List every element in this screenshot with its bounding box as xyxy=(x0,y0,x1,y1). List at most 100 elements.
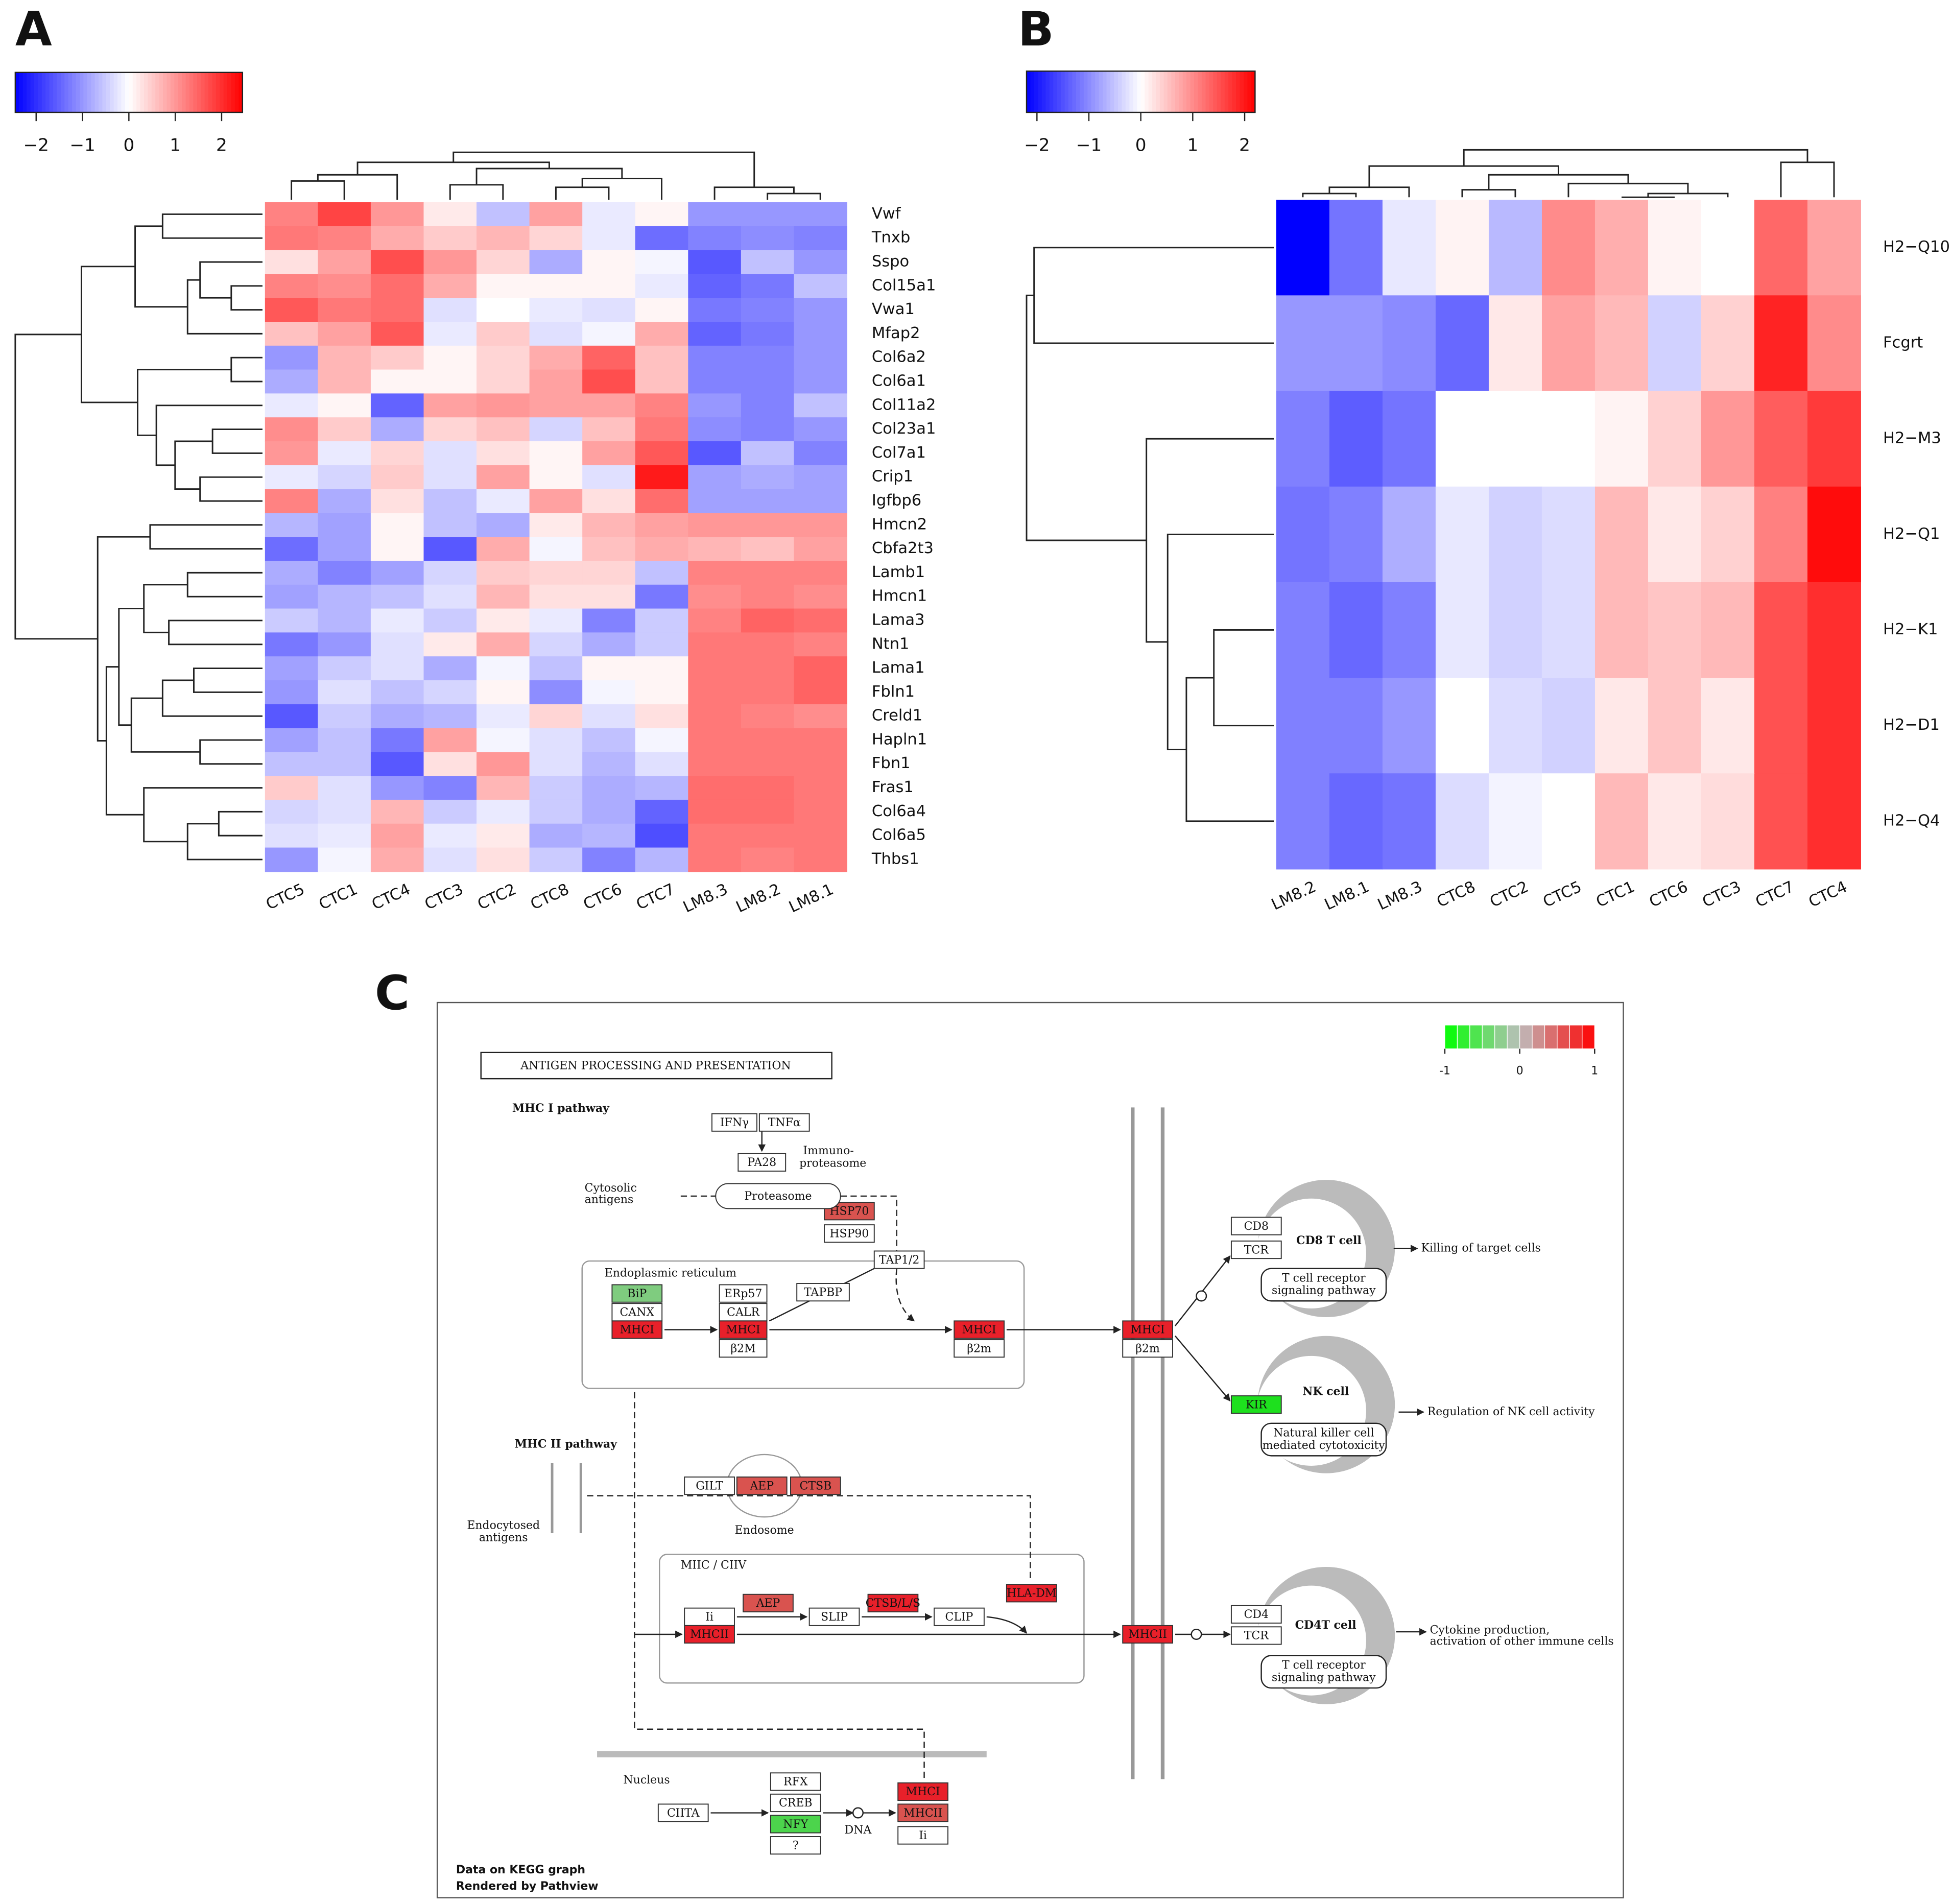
heatmap-cell xyxy=(423,465,478,490)
heatmap-cell xyxy=(423,704,478,729)
heatmap-cell xyxy=(688,632,742,657)
colorbar-step xyxy=(22,72,27,113)
colorbar-step xyxy=(1167,71,1172,113)
heatmap-cell xyxy=(318,250,371,275)
colorbar-step xyxy=(102,72,107,113)
heatmap-cell xyxy=(477,250,530,275)
heatmap-cell xyxy=(794,226,847,251)
heatmap-cell xyxy=(741,489,795,514)
heatmap-cell xyxy=(529,584,583,609)
gene-label: CREB xyxy=(779,1797,813,1810)
colorbar-step xyxy=(163,72,168,113)
heatmap-panel: A Vwf Tnxb Sspo Col15a1 Vwa1 Mfap2 Col6a2 Col6a1… xyxy=(14,2,936,917)
column-label: CTC1 xyxy=(1593,878,1637,911)
gene-node xyxy=(897,1782,948,1801)
heatmap-cell xyxy=(635,537,689,561)
edges xyxy=(587,1131,1427,1819)
dendrogram-branch xyxy=(143,787,263,843)
colorbar-step xyxy=(1045,71,1050,113)
pathway-label: Endoplasmic reticulum xyxy=(605,1267,736,1279)
pathway-label: signaling pathway xyxy=(1272,1284,1376,1297)
gene-node xyxy=(611,1303,663,1322)
colorbar-step xyxy=(1205,71,1210,113)
gene-label: CD8 xyxy=(1244,1220,1269,1233)
column-label: LM8.1 xyxy=(786,880,836,917)
heatmap-cell xyxy=(529,250,583,275)
dendrogram-branch xyxy=(1185,677,1274,822)
heatmap-cell xyxy=(1382,582,1436,679)
heatmap-cell xyxy=(794,465,847,490)
colorbar-step xyxy=(1175,71,1179,113)
heatmap-cell xyxy=(529,560,583,585)
colorbar-step xyxy=(41,72,46,113)
colorbar-step xyxy=(1140,71,1145,113)
colorbar-step xyxy=(1041,71,1046,113)
colorbar-step xyxy=(1221,71,1225,113)
colorbar-step xyxy=(64,72,69,113)
gene-node xyxy=(719,1284,768,1303)
heatmap-cell xyxy=(635,823,689,848)
heatmap-cell xyxy=(635,298,689,322)
heatmap-cell xyxy=(265,608,319,633)
row-label: H2−Q4 xyxy=(1883,812,1940,829)
heatmap-cell xyxy=(688,823,742,848)
heatmap-cell xyxy=(1488,582,1542,679)
column-label: CTC8 xyxy=(1434,878,1478,911)
heatmap-cell xyxy=(370,537,424,561)
gene-label: MHCI xyxy=(962,1324,996,1337)
colorbar-step xyxy=(144,72,149,113)
heatmap-cell xyxy=(794,345,847,370)
gene-label: BiP xyxy=(627,1288,647,1300)
heatmap-cell xyxy=(423,393,478,418)
colorbar-step xyxy=(204,72,209,113)
colorbar-step xyxy=(1159,71,1164,113)
colorbar-step xyxy=(212,72,217,113)
dendrogram-branch xyxy=(199,476,263,502)
heatmap-cell xyxy=(688,345,742,370)
column-label: CTC2 xyxy=(1487,878,1531,911)
heatmap-cell xyxy=(423,752,478,777)
heatmap-cell xyxy=(1276,391,1330,487)
heatmap-cell xyxy=(423,274,478,299)
heatmap-cell xyxy=(794,823,847,848)
pathway-label: CD8 T cell xyxy=(1296,1234,1362,1247)
colorbar-step xyxy=(216,72,221,113)
heatmap-cell xyxy=(529,752,583,777)
heatmap-cell xyxy=(265,322,319,346)
heatmap-cell xyxy=(1541,200,1596,296)
row-label: Vwf xyxy=(872,205,901,223)
heatmap-cell xyxy=(1807,391,1861,487)
gene-node xyxy=(657,1803,709,1822)
pathway-box xyxy=(1260,1655,1387,1689)
heatmap-cell xyxy=(423,799,478,824)
gene-node xyxy=(1230,1626,1282,1645)
footer-text: Data on KEGG graph xyxy=(456,1864,585,1876)
heatmap-cell xyxy=(477,322,530,346)
colorbar-step xyxy=(1201,71,1206,113)
heatmap-cell xyxy=(529,847,583,872)
gene-node xyxy=(897,1803,948,1822)
heatmap-cell xyxy=(741,513,795,538)
gene-label: AEP xyxy=(749,1480,774,1492)
colorbar-tick-label: 0 xyxy=(123,135,134,156)
gene-label: Ii xyxy=(705,1611,713,1624)
heatmap-cell xyxy=(370,632,424,657)
colorbar-step xyxy=(1186,71,1191,113)
gene-node xyxy=(770,1815,821,1834)
heatmap-cell xyxy=(423,369,478,394)
heatmap-cell xyxy=(688,560,742,585)
legend-step xyxy=(1444,1025,1458,1050)
heatmap-cell xyxy=(265,799,319,824)
gene-label: HSP90 xyxy=(829,1227,869,1240)
heatmap-cell xyxy=(423,489,478,514)
pathway-label: Killing of target cells xyxy=(1421,1242,1540,1255)
gene-node xyxy=(743,1593,794,1612)
colorbar-step xyxy=(1110,71,1115,113)
colorbar-step xyxy=(15,72,20,113)
heatmap-cell xyxy=(688,226,742,251)
heatmap-cell xyxy=(635,369,689,394)
dendrogram-branch xyxy=(581,178,662,200)
heatmap-cell xyxy=(265,823,319,848)
heatmap-cell xyxy=(318,752,371,777)
colorbar-step xyxy=(1163,71,1168,113)
